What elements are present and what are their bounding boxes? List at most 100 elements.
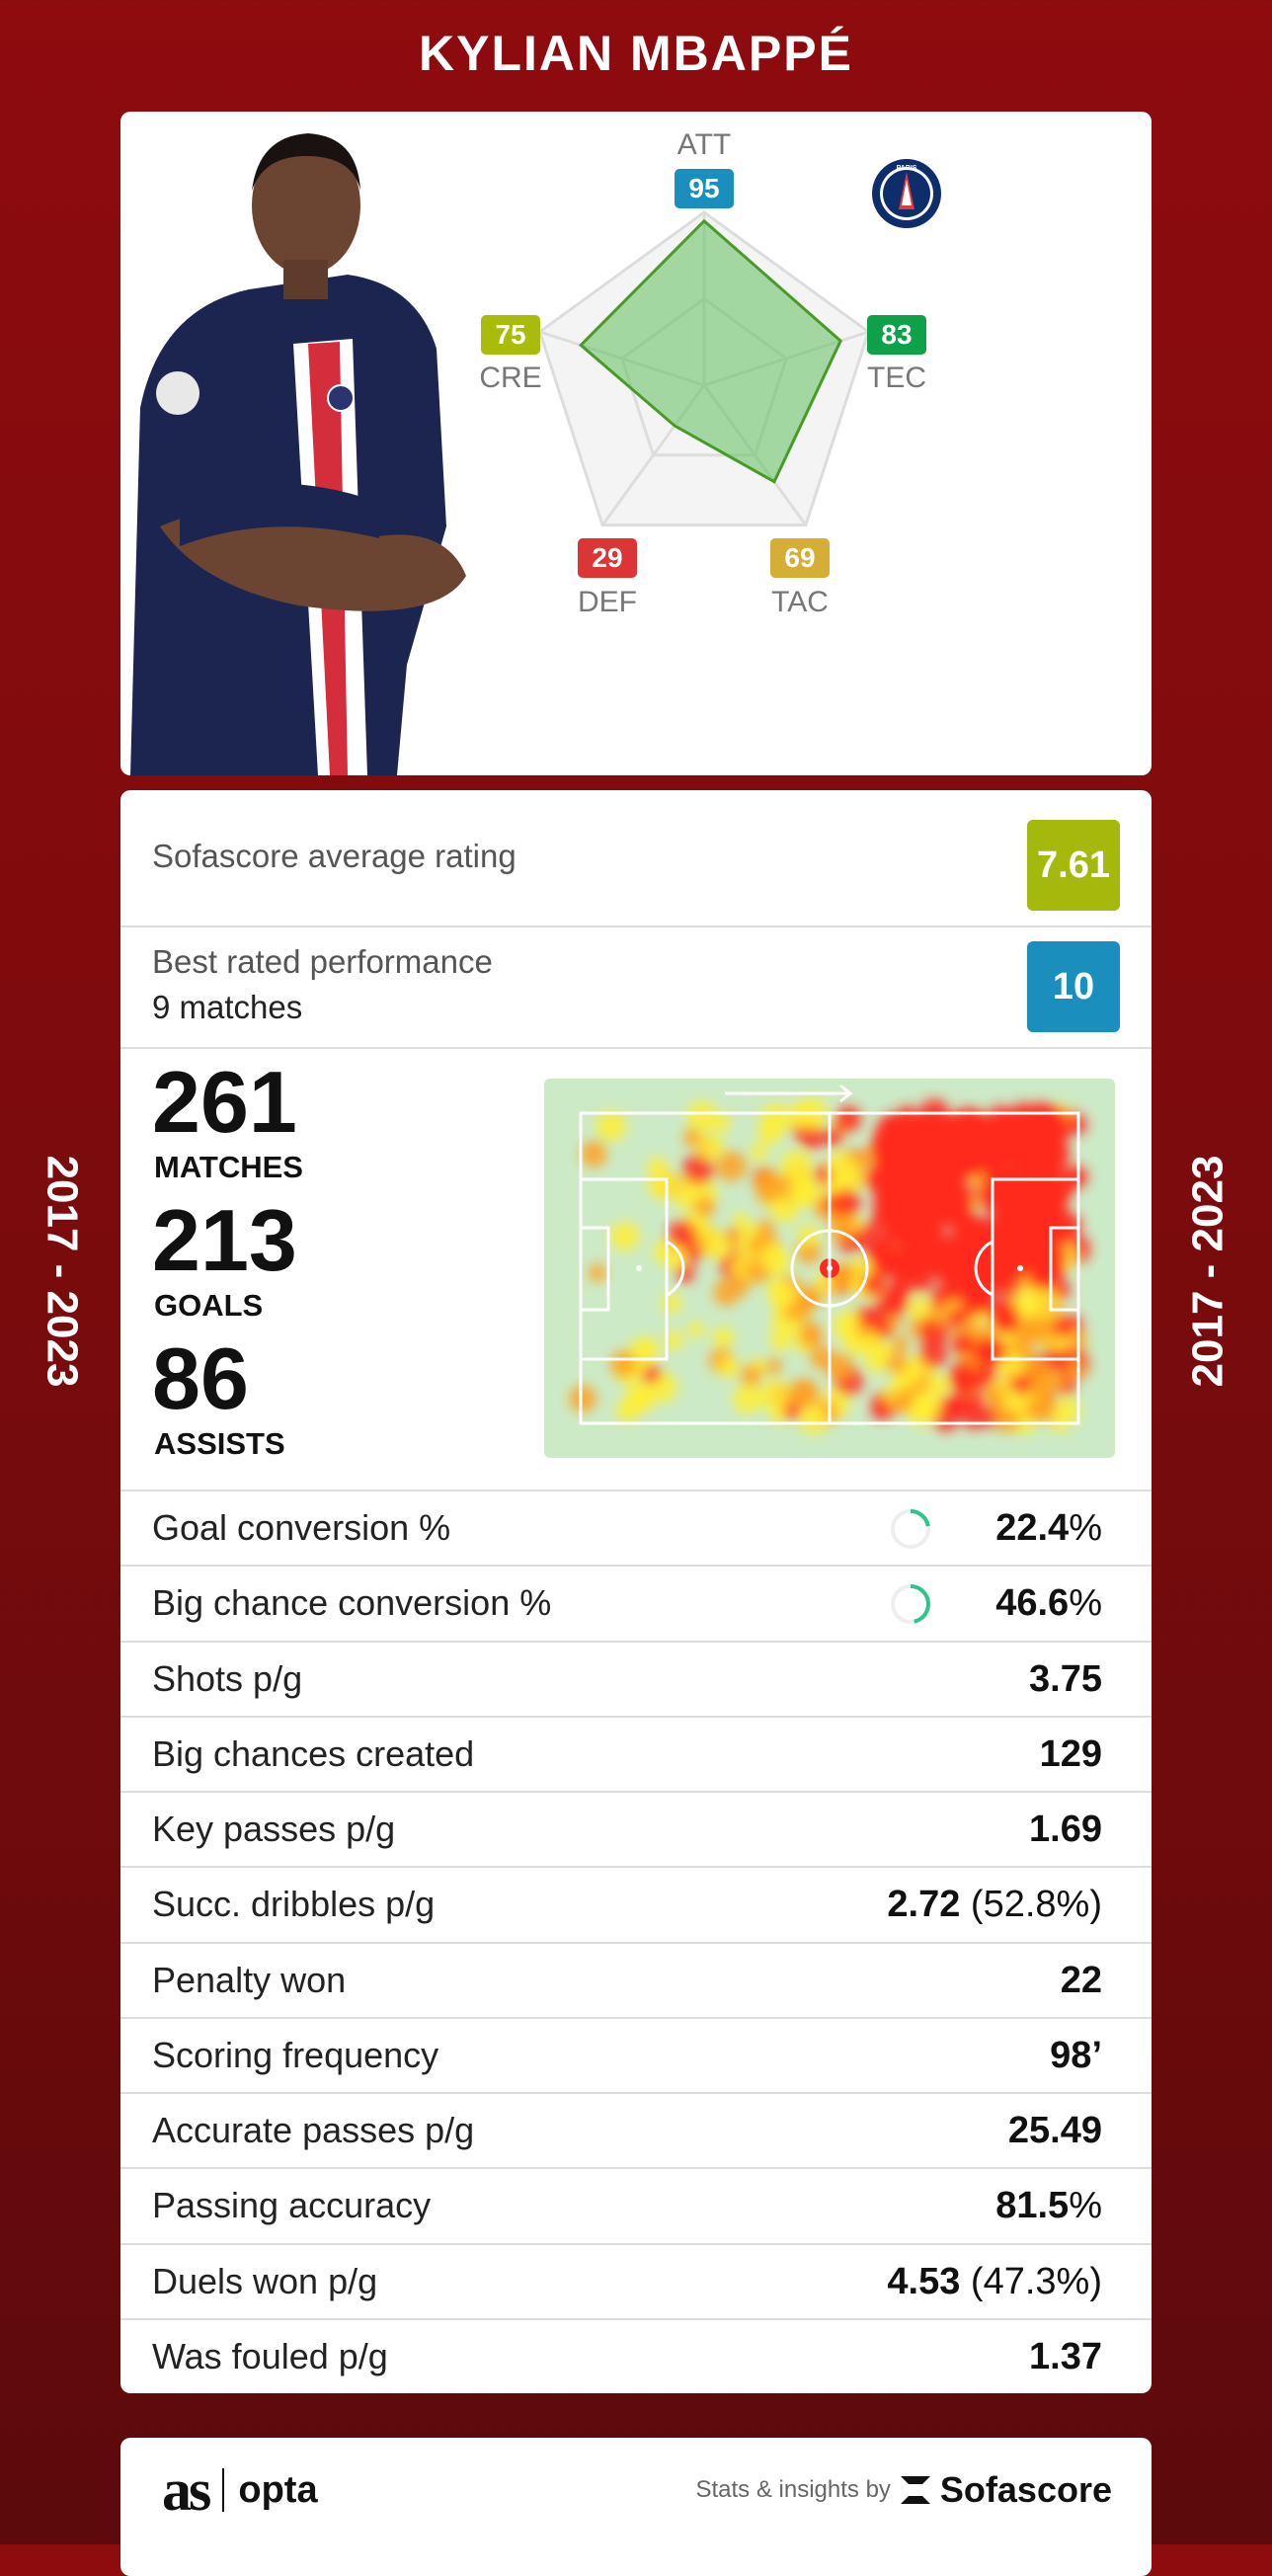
heat-spot [832, 1188, 861, 1218]
heat-spot [789, 1379, 820, 1409]
heat-spot [740, 1364, 762, 1387]
average-rating-badge: 7.61 [1027, 820, 1120, 911]
heat-spot [946, 1307, 968, 1328]
sofascore-icon [900, 2476, 930, 2504]
radar-value-cre: 75 [481, 315, 540, 355]
heat-spot [661, 1293, 681, 1314]
stat-row: Penalty won 22 [120, 1941, 1152, 2017]
stat-row: Passing accuracy 81.5% [120, 2167, 1152, 2242]
heat-spot [751, 1143, 767, 1161]
matches-count: 261 [152, 1053, 297, 1151]
stat-main-value: 129 [1039, 1732, 1102, 1775]
stat-suffix: % [1069, 1582, 1102, 1625]
radar-label-att: ATT [676, 128, 732, 161]
stat-value: 1.69 [1029, 1808, 1102, 1851]
heat-spot [994, 1201, 1034, 1242]
stat-value: 25.49 [1008, 2109, 1102, 2152]
stat-main-value: 2.72 [887, 1884, 961, 1926]
heat-spot [770, 1330, 791, 1351]
period-label-left: 2017 - 2023 [38, 1155, 87, 1388]
stat-main-value: 25.49 [1007, 2110, 1102, 2151]
center-circle [790, 1229, 869, 1308]
radar-value-tac: 69 [770, 538, 830, 578]
sofascore-logo: Sofascore [939, 2469, 1112, 2510]
sofascore-credit: Stats & insights by Sofascore [695, 2455, 1112, 2525]
radar-label-cre: CRE [479, 362, 542, 394]
stat-value: 129 [1040, 1732, 1102, 1776]
heat-spot [994, 1309, 1019, 1334]
attributes-card: ATT 95 TEC 83 TAC 69 DEF 29 CRE 75 PARIS [120, 112, 1152, 775]
psg-logo-text: PARIS [897, 165, 917, 172]
heat-spot [796, 1239, 822, 1264]
heat-spot [718, 1356, 740, 1378]
stat-row: Goal conversion % 22.4% [120, 1489, 1152, 1565]
heat-spot [966, 1236, 1006, 1276]
heat-spot [641, 1364, 661, 1384]
stat-label: Was fouled p/g [152, 2335, 388, 2376]
average-rating-row: Sofascore average rating 7.61 [120, 790, 1152, 926]
heat-spot [908, 1297, 931, 1320]
heat-spot [693, 1196, 716, 1219]
heat-spot [891, 1390, 914, 1413]
radar-label-tac: TAC [771, 586, 829, 618]
heat-spot [664, 1330, 683, 1350]
heat-spot [882, 1290, 909, 1317]
radar-label-def: DEF [578, 586, 637, 618]
stat-label: Scoring frequency [152, 2034, 439, 2075]
goals-label: GOALS [154, 1288, 264, 1323]
stat-value: 2.72 (52.8%) [887, 1883, 1102, 1926]
heat-spot [994, 1407, 1020, 1433]
heat-spot [733, 1384, 763, 1414]
heat-spot [791, 1175, 819, 1204]
heat-spot [911, 1390, 941, 1421]
stats-card: Sofascore average rating 7.61 Best rated… [120, 790, 1152, 2393]
stat-main-value: 3.75 [1029, 1657, 1102, 1700]
stat-row: Big chance conversion % 46.6% [120, 1565, 1152, 1640]
heat-spot [580, 1140, 607, 1167]
heat-spot [891, 1334, 910, 1353]
matches-label: MATCHES [154, 1150, 303, 1184]
radar-label-tec: TEC [867, 362, 926, 394]
stat-suffix: % [1069, 2185, 1102, 2227]
league-patch-icon [156, 371, 199, 415]
footer-card: as opta Stats & insights by Sofascore [120, 2438, 1152, 2576]
heat-spot [918, 1339, 948, 1369]
player-photo [130, 133, 466, 775]
heat-spot [834, 1311, 861, 1339]
stat-label: Succ. dribbles p/g [152, 1884, 436, 1925]
heat-spot [928, 1375, 950, 1397]
heat-spot [829, 1214, 857, 1243]
player-name-title: KYLIAN MBAPPÉ [419, 26, 853, 81]
stat-main-value: 1.37 [1029, 2335, 1102, 2377]
right-goal-box [1049, 1226, 1080, 1312]
stat-row: Scoring frequency 98’ [120, 2016, 1152, 2092]
heat-spot [765, 1358, 783, 1375]
heat-spot [755, 1176, 783, 1204]
heat-spot [1050, 1316, 1073, 1339]
heat-spot [712, 1327, 735, 1348]
conversion-ring-icon [891, 1509, 930, 1549]
heat-spot [952, 1332, 974, 1354]
left-goal-box [579, 1226, 610, 1312]
radar-value-tec: 83 [867, 315, 926, 355]
heat-spot [799, 1324, 824, 1348]
average-rating-label: Sofascore average rating [152, 838, 517, 874]
period-label-right: 2017 - 2023 [1183, 1155, 1232, 1388]
best-performance-row: Best rated performance 9 matches 10 [120, 926, 1152, 1047]
stat-suffix: % [1069, 1507, 1102, 1549]
conversion-ring-icon [891, 1584, 930, 1625]
heat-spot [760, 1380, 791, 1410]
heat-spot [716, 1151, 747, 1182]
stat-value: 4.53 (47.3%) [887, 2260, 1102, 2303]
heat-spot [871, 1401, 890, 1420]
totals-section: 261 MATCHES 213 GOALS 86 ASSISTS [120, 1047, 1152, 1489]
heat-spot [986, 1388, 1006, 1408]
logo-divider [222, 2468, 225, 2512]
heat-spot [647, 1169, 677, 1200]
center-spot [827, 1265, 833, 1271]
heat-spot [797, 1293, 817, 1313]
heat-spot [861, 1271, 887, 1297]
stat-suffix: (52.8%) [960, 1884, 1102, 1926]
stat-label: Shots p/g [152, 1657, 303, 1699]
heat-spot [610, 1350, 638, 1378]
